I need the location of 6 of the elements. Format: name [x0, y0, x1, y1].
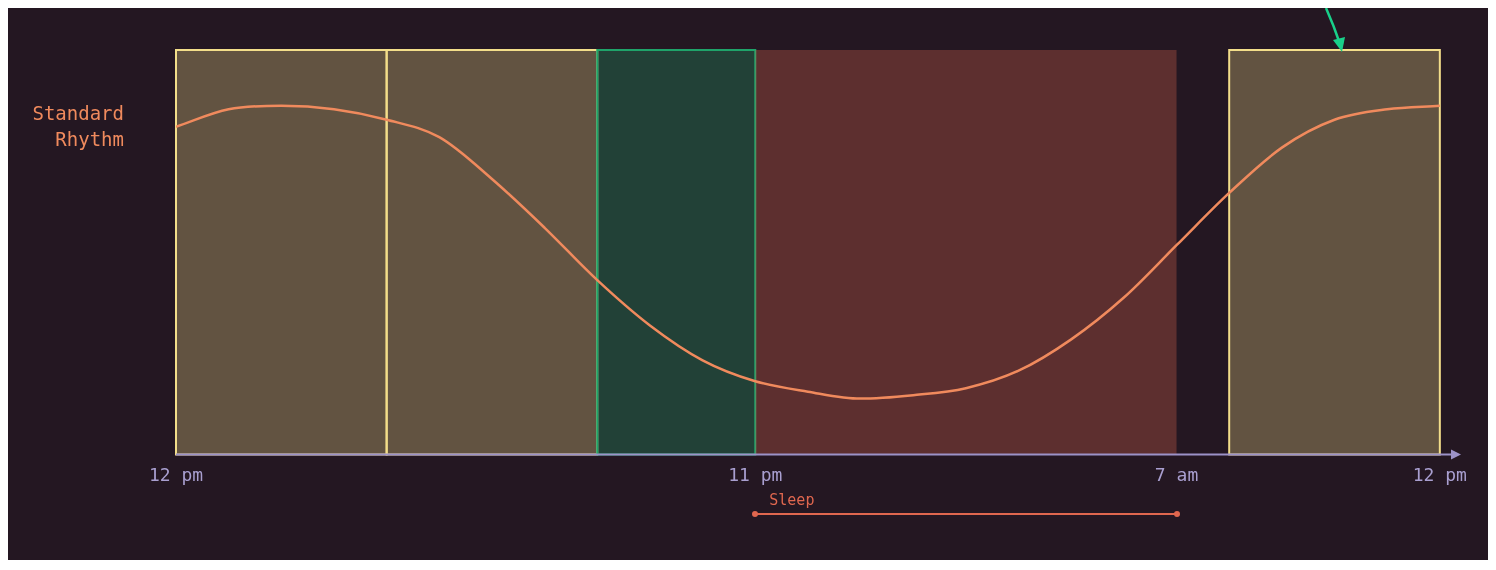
text: Standard Rhythm	[32, 101, 124, 150]
x-tick-label: 11 pm	[728, 463, 783, 485]
band-label: Sleep	[769, 490, 815, 509]
x-tick-label: 12 pm	[1412, 463, 1467, 485]
x-tick-label: 12 pm	[148, 463, 204, 485]
x-tick-label: 7 am	[1154, 463, 1199, 485]
